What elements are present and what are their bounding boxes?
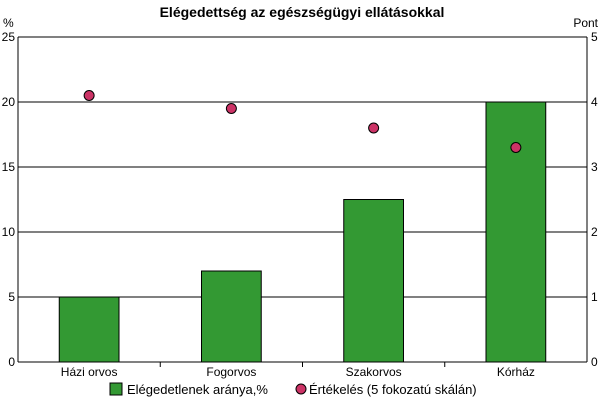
y-left-tick-label: 10 — [2, 225, 16, 239]
y-right-tick-label: 0 — [591, 355, 598, 369]
y-left-tick-label: 0 — [8, 355, 15, 369]
point — [510, 142, 522, 153]
x-tick-label: Fogorvos — [206, 365, 256, 379]
chart-title: Elégedettség az egészségügyi ellátásokka… — [160, 4, 445, 20]
bar — [343, 199, 404, 363]
legend-point-swatch — [295, 383, 307, 395]
x-tick-label: Házi orvos — [61, 365, 118, 379]
legend-bar-label: Elégedetlenek aránya,% — [127, 382, 268, 397]
y-right-tick-label: 1 — [591, 290, 598, 304]
point — [225, 103, 237, 114]
y-right-unit: Pont — [573, 16, 598, 30]
bar-series — [58, 101, 547, 363]
y-right-tick-label: 3 — [591, 160, 598, 174]
y-left-tick-label: 25 — [2, 30, 16, 44]
bar — [58, 296, 120, 363]
x-tick-label: Kórház — [497, 365, 535, 379]
axes — [17, 36, 588, 367]
y-right-tick-label: 2 — [591, 225, 598, 239]
point-series — [83, 90, 522, 153]
y-left-tick-label: 15 — [2, 160, 16, 174]
x-tick-label: Szakorvos — [346, 365, 402, 379]
y-left-unit: % — [3, 16, 14, 30]
bar — [201, 270, 262, 363]
legend-point-label: Értékelés (5 fokozatú skálán) — [309, 382, 477, 397]
y-left-tick-label: 5 — [8, 290, 15, 304]
point — [368, 122, 380, 134]
bar — [485, 101, 547, 363]
legend: Elégedetlenek aránya,% Értékelés (5 foko… — [109, 382, 477, 397]
legend-bar-swatch — [109, 382, 123, 396]
y-right-tick-label: 5 — [591, 30, 598, 44]
point — [83, 90, 95, 101]
y-left-tick-label: 20 — [2, 95, 16, 109]
y-right-tick-label: 4 — [591, 95, 598, 109]
tick-labels: 0 5 10 15 20 25 0 1 2 3 4 5 Házi orvos Fogorvos Szakor… — [2, 30, 598, 379]
